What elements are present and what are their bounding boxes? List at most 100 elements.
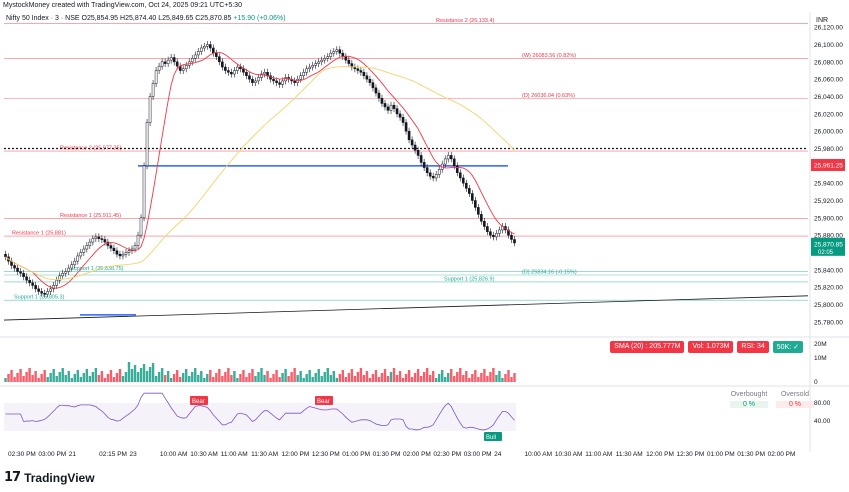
volume-bar: [498, 371, 501, 382]
volume-bar: [377, 377, 381, 382]
50k-badge: 50K: ✓: [772, 341, 803, 353]
candle-body: [428, 172, 432, 177]
candle-body: [166, 59, 170, 64]
candle-body: [320, 59, 324, 63]
sma-fast-line: [5, 51, 515, 289]
volume-bar: [281, 373, 284, 382]
candle-body: [103, 239, 107, 243]
candle-body: [40, 291, 43, 294]
rsi-tick-label: 40.00: [814, 418, 831, 425]
volume-bar: [7, 374, 10, 382]
level-label: Support 1 (25,838.75): [70, 266, 124, 272]
candle-body: [386, 106, 390, 111]
volume-bar: [314, 373, 317, 382]
time-tick-label: 10:30 AM: [555, 451, 582, 458]
price-marker-label: 25,961.25: [814, 162, 843, 169]
candle-body: [257, 77, 260, 82]
volume-bar: [163, 375, 167, 382]
time-tick-label: 10:00 AM: [525, 451, 552, 458]
time-tick-label: 11:00 AM: [585, 451, 612, 458]
candle-body: [407, 130, 411, 141]
tv-logo-icon: 17: [4, 470, 21, 485]
price-tick-label: 26,040.00: [814, 94, 843, 101]
candle-body: [224, 66, 227, 71]
volume-bar: [350, 369, 354, 382]
volume-pane: 20M 10M 0: [0, 336, 849, 386]
candle-body: [452, 158, 456, 167]
volume-bar: [284, 369, 287, 382]
volume-bar: [121, 376, 125, 382]
volume-bar: [269, 378, 272, 382]
tradingview-logo[interactable]: 17 TradingView: [4, 470, 95, 485]
volume-bar: [344, 377, 348, 382]
candle-body: [148, 96, 152, 123]
time-tick-label: 02:15 PM: [99, 451, 127, 458]
candle-body: [323, 58, 327, 61]
volume-bar: [447, 373, 450, 382]
time-tick-label: 12:00 PM: [646, 451, 674, 458]
rsi-badge: RSI: 34: [737, 341, 769, 353]
volume-bar: [236, 378, 239, 382]
candle-body: [413, 144, 417, 151]
candle-body: [94, 236, 98, 239]
volume-bar: [109, 370, 113, 382]
time-tick-label: 11:00 AM: [221, 451, 248, 458]
candle-body: [139, 217, 143, 236]
volume-bar: [471, 374, 474, 382]
rsi-pane: 80.00 40.00 Bear Bear Bull: [0, 385, 849, 441]
volume-bar: [148, 367, 152, 382]
open-value: 25,854.95: [86, 15, 119, 22]
volume-bar: [326, 368, 329, 382]
volume-bar: [115, 373, 119, 382]
candle-body: [335, 49, 339, 52]
currency-label: INR: [816, 17, 828, 24]
volume-bar: [347, 373, 351, 382]
close-label: C: [195, 15, 201, 22]
volume-bar: [175, 370, 179, 382]
candle-body: [151, 83, 155, 97]
volume-bar: [302, 378, 305, 382]
level-label: Resistance 2 (26,133.4): [436, 18, 495, 24]
level-label: (W) 26083.56 (0.82%): [522, 53, 576, 59]
volume-bar: [492, 368, 495, 382]
candle-body: [365, 75, 369, 80]
candle-body: [434, 174, 438, 179]
volume-bar: [112, 377, 116, 382]
volume-bar: [209, 370, 212, 382]
candle-body: [495, 233, 498, 238]
candle-body: [121, 253, 125, 257]
time-tick-label: 01:30 PM: [737, 451, 765, 458]
rsi-signal-tag: [315, 396, 333, 405]
candle-body: [236, 66, 239, 71]
candle-body: [371, 82, 375, 89]
sma-badge: SMA (20) : 205.777M: [610, 341, 685, 353]
level-label: Resistance 2 (25,977.35): [60, 146, 122, 152]
volume-bar: [239, 374, 242, 382]
price-tick-label: 26,000.00: [814, 129, 843, 136]
volume-bar: [323, 372, 326, 382]
candle-body: [242, 68, 245, 73]
candle-body: [46, 291, 49, 295]
time-tick-label: 01:00 PM: [342, 451, 370, 458]
candle-body: [85, 245, 89, 250]
volume-bar: [43, 370, 46, 382]
volume-bar: [28, 368, 31, 382]
candle-body: [401, 117, 405, 123]
volume-bar: [480, 373, 483, 382]
volume-bar: [353, 376, 357, 382]
candle-body: [326, 56, 330, 59]
price-tick-label: 25,780.00: [814, 319, 843, 326]
volume-bar: [49, 373, 52, 382]
candle-body: [100, 238, 104, 240]
candle-body: [193, 54, 197, 59]
volume-bar: [154, 376, 158, 382]
volume-bar: [329, 375, 332, 382]
sma-slow-line: [5, 66, 515, 281]
candle-body: [124, 252, 128, 255]
candle-body: [127, 250, 131, 253]
volume-bar: [248, 373, 251, 382]
candle-body: [461, 177, 465, 184]
volume-bar: [124, 372, 128, 382]
